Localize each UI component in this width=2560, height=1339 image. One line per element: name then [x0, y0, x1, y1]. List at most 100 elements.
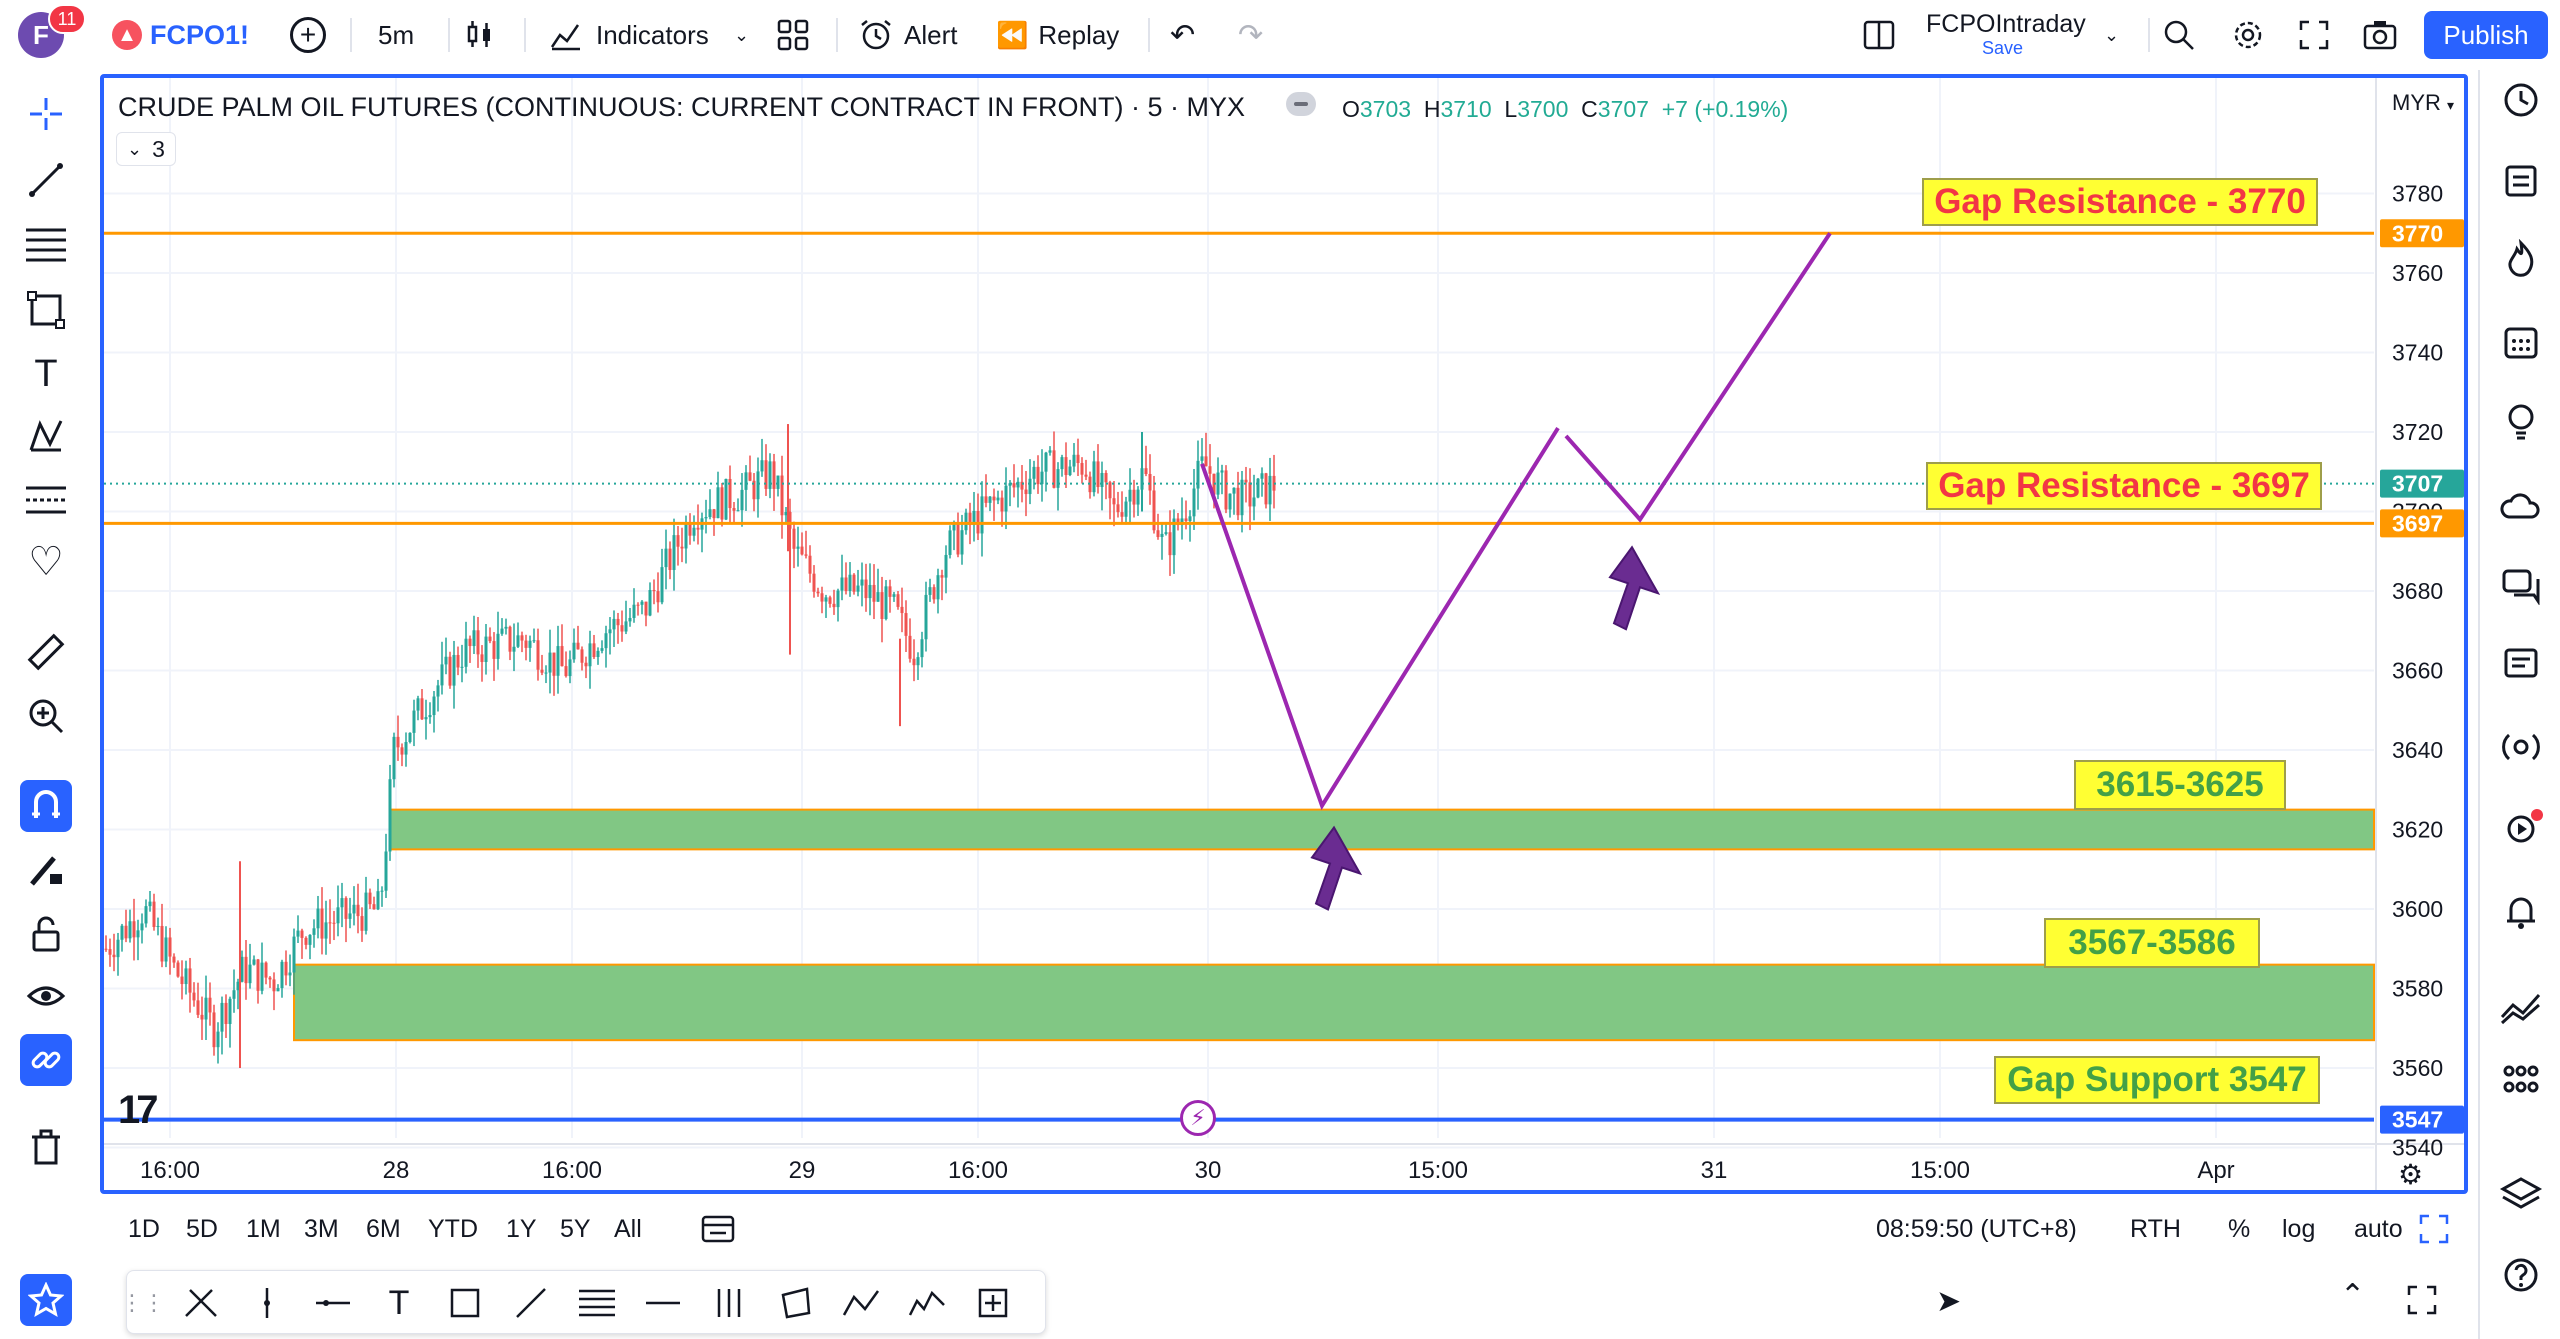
maximize-panel-icon[interactable]: [2406, 1284, 2438, 1321]
watchlist-icon[interactable]: [2496, 154, 2546, 204]
settings-button[interactable]: [2230, 0, 2266, 70]
hotlist-icon[interactable]: [2496, 234, 2546, 284]
indicators-collapse-button[interactable]: ⌄ 3: [116, 132, 176, 166]
help-icon[interactable]: [2496, 1250, 2546, 1300]
pattern-icon[interactable]: [20, 410, 72, 462]
heart-icon[interactable]: ♡: [28, 540, 64, 584]
range-6m[interactable]: 6M: [366, 1214, 401, 1243]
calendar-icon[interactable]: [2496, 316, 2546, 366]
link-icon[interactable]: [20, 1034, 72, 1086]
undo-button[interactable]: ↶: [1170, 0, 1195, 70]
range-3m[interactable]: 3M: [304, 1214, 339, 1243]
fib-icon[interactable]: [20, 218, 72, 270]
fib-tool-icon[interactable]: [577, 1283, 617, 1323]
publish-button[interactable]: Publish: [2424, 11, 2548, 59]
select-area-icon[interactable]: [973, 1283, 1013, 1323]
layout-name[interactable]: FCPOIntraday: [1926, 10, 2086, 38]
range-1y[interactable]: 1Y: [506, 1214, 537, 1243]
stream-icon[interactable]: [2496, 804, 2546, 854]
chart-pane[interactable]: 3780 3760 3740 3720 3700 3680 3660 3640 3620 3600…: [100, 74, 2468, 1194]
elliott-wave-icon[interactable]: [907, 1283, 947, 1323]
log-toggle[interactable]: log: [2282, 1214, 2316, 1243]
range-5y[interactable]: 5Y: [560, 1214, 591, 1243]
chart-type-button[interactable]: [462, 0, 498, 70]
rectangle-icon[interactable]: [20, 284, 72, 336]
drag-handle-icon[interactable]: ⋮⋮: [121, 1290, 165, 1315]
trendline-icon[interactable]: [20, 154, 72, 206]
interval-button[interactable]: 5m: [378, 0, 414, 70]
gap-support-3547-label[interactable]: Gap Support 3547: [1994, 1056, 2320, 1104]
signal-icon[interactable]: [2496, 722, 2546, 772]
magnet-icon[interactable]: [20, 780, 72, 832]
notes-icon[interactable]: [2496, 640, 2546, 690]
candle-body: [920, 639, 924, 658]
polygon-icon[interactable]: [775, 1283, 815, 1323]
bell-icon[interactable]: [2496, 886, 2546, 936]
price-chart[interactable]: 3780 3760 3740 3720 3700 3680 3660 3640 3620 3600…: [104, 78, 2464, 1190]
redo-button[interactable]: ↷: [1238, 0, 1263, 70]
bolt-icon[interactable]: ⚡: [1180, 1100, 1216, 1136]
candle: [416, 695, 420, 721]
compare-symbol-button[interactable]: +: [290, 0, 326, 70]
eye-icon[interactable]: [20, 970, 72, 1022]
text-tool-icon[interactable]: T: [388, 1283, 410, 1322]
range-1m[interactable]: 1M: [246, 1214, 281, 1243]
chat-icon[interactable]: [2496, 560, 2546, 610]
toggle-sidebar-button[interactable]: [1862, 0, 1896, 70]
range-5d[interactable]: 5D: [186, 1214, 218, 1243]
ruler-icon[interactable]: [20, 626, 72, 678]
percent-toggle[interactable]: %: [2228, 1214, 2251, 1243]
range-all[interactable]: All: [614, 1214, 642, 1243]
layers-icon[interactable]: [2496, 1170, 2546, 1220]
gap-resistance-3770-label[interactable]: Gap Resistance - 3770: [1922, 178, 2318, 226]
crosshair-icon[interactable]: [20, 88, 72, 140]
currency-selector[interactable]: MYR ▾: [2392, 90, 2454, 116]
star-icon[interactable]: [20, 1274, 72, 1326]
legend-toggle[interactable]: [1286, 92, 1316, 116]
trash-icon[interactable]: [20, 1122, 72, 1174]
prediction-icon[interactable]: [20, 474, 72, 526]
lock-icon[interactable]: [20, 908, 72, 960]
horizontal-line-icon[interactable]: [643, 1283, 683, 1323]
zoom-icon[interactable]: [20, 690, 72, 742]
pencil-lock-icon[interactable]: [20, 844, 72, 896]
date-range-button[interactable]: [700, 1196, 736, 1262]
range-1d[interactable]: 1D: [128, 1214, 160, 1243]
horizontal-ray-icon[interactable]: [313, 1283, 353, 1323]
vertical-line-icon[interactable]: [247, 1283, 287, 1323]
zone-3615-3625-label[interactable]: 3615-3625: [2074, 760, 2286, 810]
indicators-button[interactable]: Indicators: [548, 0, 709, 70]
dots-icon[interactable]: [2496, 1054, 2546, 1104]
trend-icon[interactable]: [2496, 982, 2546, 1032]
rectangle-tool-icon[interactable]: [445, 1283, 485, 1323]
trendline-tool-icon[interactable]: [511, 1283, 551, 1323]
search-button[interactable]: [2162, 0, 2196, 70]
cloud-icon[interactable]: [2496, 482, 2546, 532]
session-button[interactable]: RTH: [2130, 1214, 2181, 1243]
candle-body: [824, 597, 828, 602]
chevron-up-icon[interactable]: ⌃: [2340, 1279, 2366, 1312]
alert-button[interactable]: Alert: [858, 0, 957, 70]
tools-icon[interactable]: [181, 1283, 221, 1323]
layout-dropdown[interactable]: ⌄: [2104, 0, 2119, 70]
symbol-search-button[interactable]: ▲ FCPO1!: [112, 0, 249, 70]
clock-icon[interactable]: [2496, 74, 2546, 124]
clock-readout[interactable]: 08:59:50 (UTC+8): [1876, 1214, 2077, 1243]
layouts-button[interactable]: [776, 0, 810, 70]
gap-resistance-3697-label[interactable]: Gap Resistance - 3697: [1926, 462, 2322, 510]
indicators-dropdown[interactable]: ⌄: [734, 0, 749, 70]
fit-screen-button[interactable]: [2418, 1196, 2450, 1262]
candle-body: [316, 908, 320, 929]
abcd-pattern-icon[interactable]: [841, 1283, 881, 1323]
range-ytd[interactable]: YTD: [428, 1214, 478, 1243]
replay-button[interactable]: ⏪ Replay: [996, 0, 1119, 70]
snapshot-button[interactable]: [2362, 0, 2398, 70]
auto-toggle[interactable]: auto: [2354, 1214, 2403, 1243]
fullscreen-button[interactable]: [2298, 0, 2330, 70]
text-icon[interactable]: T: [34, 352, 58, 395]
axis-settings-gear-icon[interactable]: ⚙: [2398, 1159, 2424, 1190]
bars-pattern-icon[interactable]: [709, 1283, 749, 1323]
idea-icon[interactable]: [2496, 396, 2546, 446]
legend-title[interactable]: CRUDE PALM OIL FUTURES (CONTINUOUS: CURR…: [118, 92, 1246, 122]
zone-3567-3586-label[interactable]: 3567-3586: [2044, 918, 2260, 968]
